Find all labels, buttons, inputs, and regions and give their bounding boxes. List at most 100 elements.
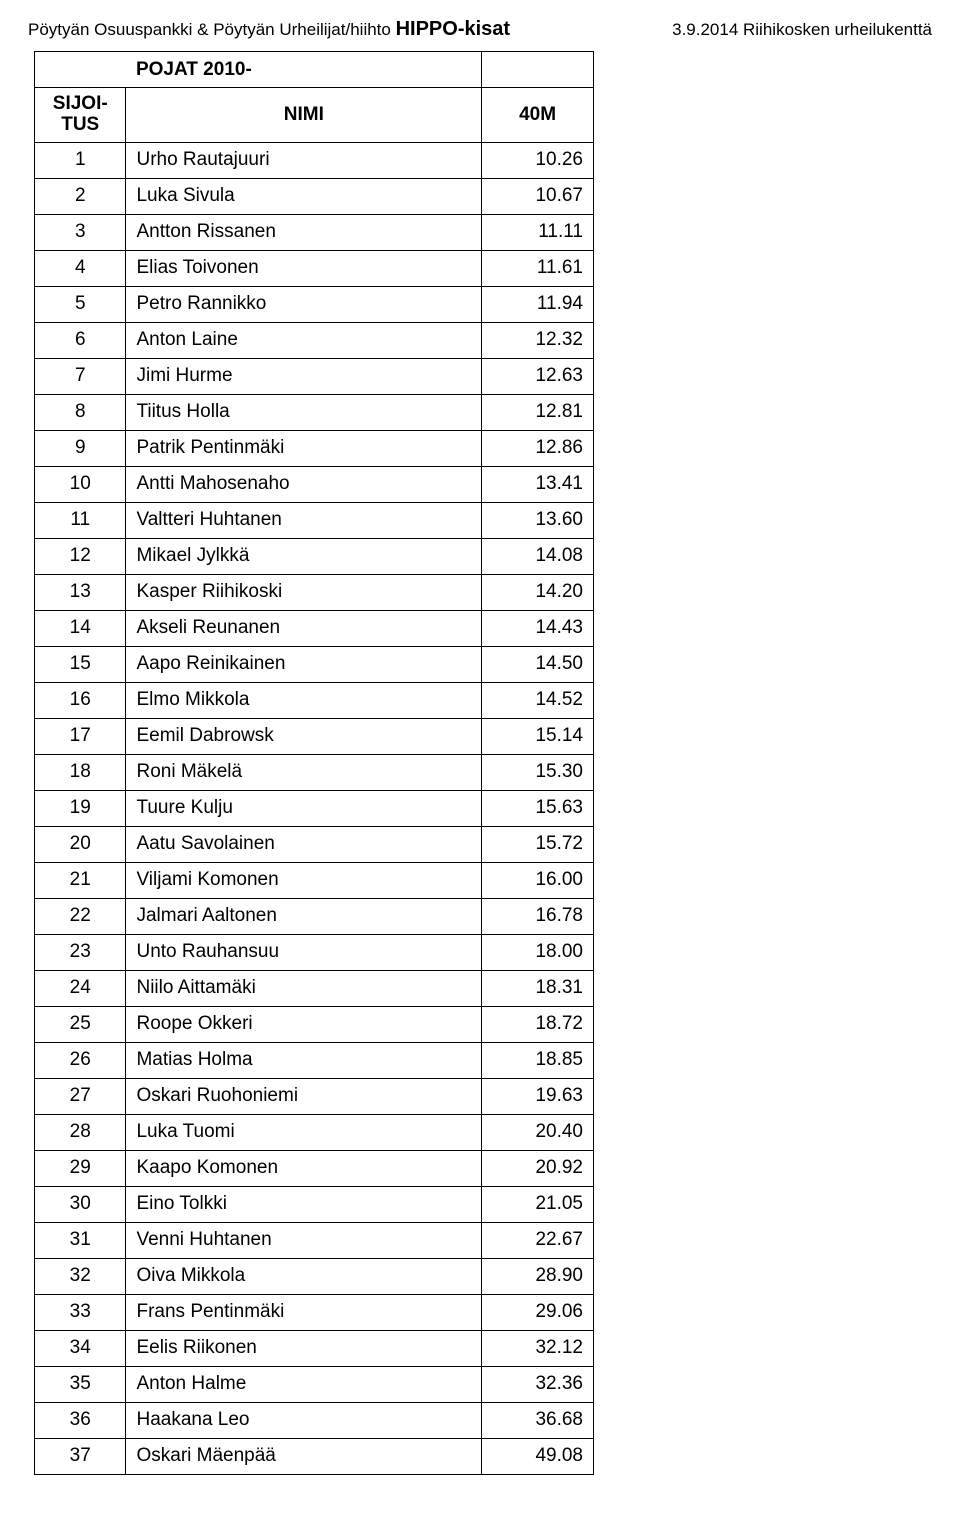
rank-cell: 5 (35, 286, 126, 322)
name-cell: Anton Laine (126, 322, 482, 358)
value-cell: 32.36 (482, 1366, 594, 1402)
value-cell: 12.81 (482, 394, 594, 430)
table-row: 5Petro Rannikko11.94 (35, 286, 594, 322)
value-cell: 16.78 (482, 898, 594, 934)
name-cell: Tuure Kulju (126, 790, 482, 826)
value-cell: 22.67 (482, 1222, 594, 1258)
value-cell: 49.08 (482, 1438, 594, 1474)
table-row: 12Mikael Jylkkä14.08 (35, 538, 594, 574)
name-cell: Aapo Reinikainen (126, 646, 482, 682)
table-row: 33Frans Pentinmäki29.06 (35, 1294, 594, 1330)
table-row: 15Aapo Reinikainen14.50 (35, 646, 594, 682)
rank-cell: 24 (35, 970, 126, 1006)
value-cell: 29.06 (482, 1294, 594, 1330)
rank-cell: 12 (35, 538, 126, 574)
rank-cell: 26 (35, 1042, 126, 1078)
table-row: 20Aatu Savolainen15.72 (35, 826, 594, 862)
rank-cell: 3 (35, 214, 126, 250)
page: Pöytyän Osuuspankki & Pöytyän Urheilijat… (0, 0, 960, 1515)
rank-cell: 21 (35, 862, 126, 898)
name-cell: Aatu Savolainen (126, 826, 482, 862)
name-cell: Oskari Ruohoniemi (126, 1078, 482, 1114)
table-row: 23Unto Rauhansuu18.00 (35, 934, 594, 970)
value-cell: 14.20 (482, 574, 594, 610)
name-cell: Akseli Reunanen (126, 610, 482, 646)
rank-cell: 11 (35, 502, 126, 538)
value-cell: 20.40 (482, 1114, 594, 1150)
table-row: 34Eelis Riikonen32.12 (35, 1330, 594, 1366)
value-cell: 18.31 (482, 970, 594, 1006)
rank-cell: 23 (35, 934, 126, 970)
name-cell: Venni Huhtanen (126, 1222, 482, 1258)
name-cell: Urho Rautajuuri (126, 142, 482, 178)
table-row: 37Oskari Mäenpää49.08 (35, 1438, 594, 1474)
value-cell: 21.05 (482, 1186, 594, 1222)
table-row: 29Kaapo Komonen20.92 (35, 1150, 594, 1186)
value-cell: 15.72 (482, 826, 594, 862)
rank-cell: 20 (35, 826, 126, 862)
table-row: 6Anton Laine12.32 (35, 322, 594, 358)
rank-cell: 37 (35, 1438, 126, 1474)
table-row: 10Antti Mahosenaho13.41 (35, 466, 594, 502)
results-table: POJAT 2010- SIJOI-TUS NIMI 40M 1Urho Rau… (34, 51, 594, 1475)
rank-cell: 17 (35, 718, 126, 754)
category-val-cell (482, 52, 594, 88)
name-cell: Oiva Mikkola (126, 1258, 482, 1294)
name-cell: Frans Pentinmäki (126, 1294, 482, 1330)
table-row: 35Anton Halme32.36 (35, 1366, 594, 1402)
name-cell: Mikael Jylkkä (126, 538, 482, 574)
rank-cell: 14 (35, 610, 126, 646)
rank-cell: 2 (35, 178, 126, 214)
table-row: 3Antton Rissanen11.11 (35, 214, 594, 250)
name-cell: Jalmari Aaltonen (126, 898, 482, 934)
name-cell: Viljami Komonen (126, 862, 482, 898)
header-left-prefix: Pöytyän Osuuspankki & Pöytyän Urheilijat… (28, 20, 396, 39)
rank-cell: 28 (35, 1114, 126, 1150)
rank-cell: 1 (35, 142, 126, 178)
value-cell: 14.43 (482, 610, 594, 646)
header-left: Pöytyän Osuuspankki & Pöytyän Urheilijat… (28, 18, 510, 41)
name-header: NIMI (126, 88, 482, 143)
name-cell: Luka Sivula (126, 178, 482, 214)
name-cell: Petro Rannikko (126, 286, 482, 322)
value-cell: 11.94 (482, 286, 594, 322)
rank-cell: 10 (35, 466, 126, 502)
name-cell: Tiitus Holla (126, 394, 482, 430)
category-row: POJAT 2010- (35, 52, 594, 88)
name-cell: Unto Rauhansuu (126, 934, 482, 970)
value-cell: 15.14 (482, 718, 594, 754)
rank-cell: 34 (35, 1330, 126, 1366)
rank-cell: 8 (35, 394, 126, 430)
value-cell: 15.30 (482, 754, 594, 790)
rank-cell: 6 (35, 322, 126, 358)
rank-cell: 22 (35, 898, 126, 934)
name-cell: Haakana Leo (126, 1402, 482, 1438)
value-cell: 11.61 (482, 250, 594, 286)
table-row: 17Eemil Dabrowsk15.14 (35, 718, 594, 754)
rank-cell: 35 (35, 1366, 126, 1402)
name-cell: Niilo Aittamäki (126, 970, 482, 1006)
value-cell: 10.26 (482, 142, 594, 178)
name-cell: Valtteri Huhtanen (126, 502, 482, 538)
name-cell: Roope Okkeri (126, 1006, 482, 1042)
value-cell: 16.00 (482, 862, 594, 898)
value-cell: 20.92 (482, 1150, 594, 1186)
table-row: 32Oiva Mikkola28.90 (35, 1258, 594, 1294)
table-row: 27Oskari Ruohoniemi19.63 (35, 1078, 594, 1114)
table-row: 36Haakana Leo36.68 (35, 1402, 594, 1438)
name-cell: Kaapo Komonen (126, 1150, 482, 1186)
name-cell: Roni Mäkelä (126, 754, 482, 790)
value-cell: 32.12 (482, 1330, 594, 1366)
name-cell: Luka Tuomi (126, 1114, 482, 1150)
table-row: 26Matias Holma18.85 (35, 1042, 594, 1078)
name-cell: Matias Holma (126, 1042, 482, 1078)
rank-cell: 31 (35, 1222, 126, 1258)
name-cell: Eino Tolkki (126, 1186, 482, 1222)
rank-cell: 36 (35, 1402, 126, 1438)
name-cell: Anton Halme (126, 1366, 482, 1402)
table-row: 30Eino Tolkki21.05 (35, 1186, 594, 1222)
value-cell: 11.11 (482, 214, 594, 250)
rank-cell: 32 (35, 1258, 126, 1294)
rank-cell: 27 (35, 1078, 126, 1114)
value-cell: 18.85 (482, 1042, 594, 1078)
